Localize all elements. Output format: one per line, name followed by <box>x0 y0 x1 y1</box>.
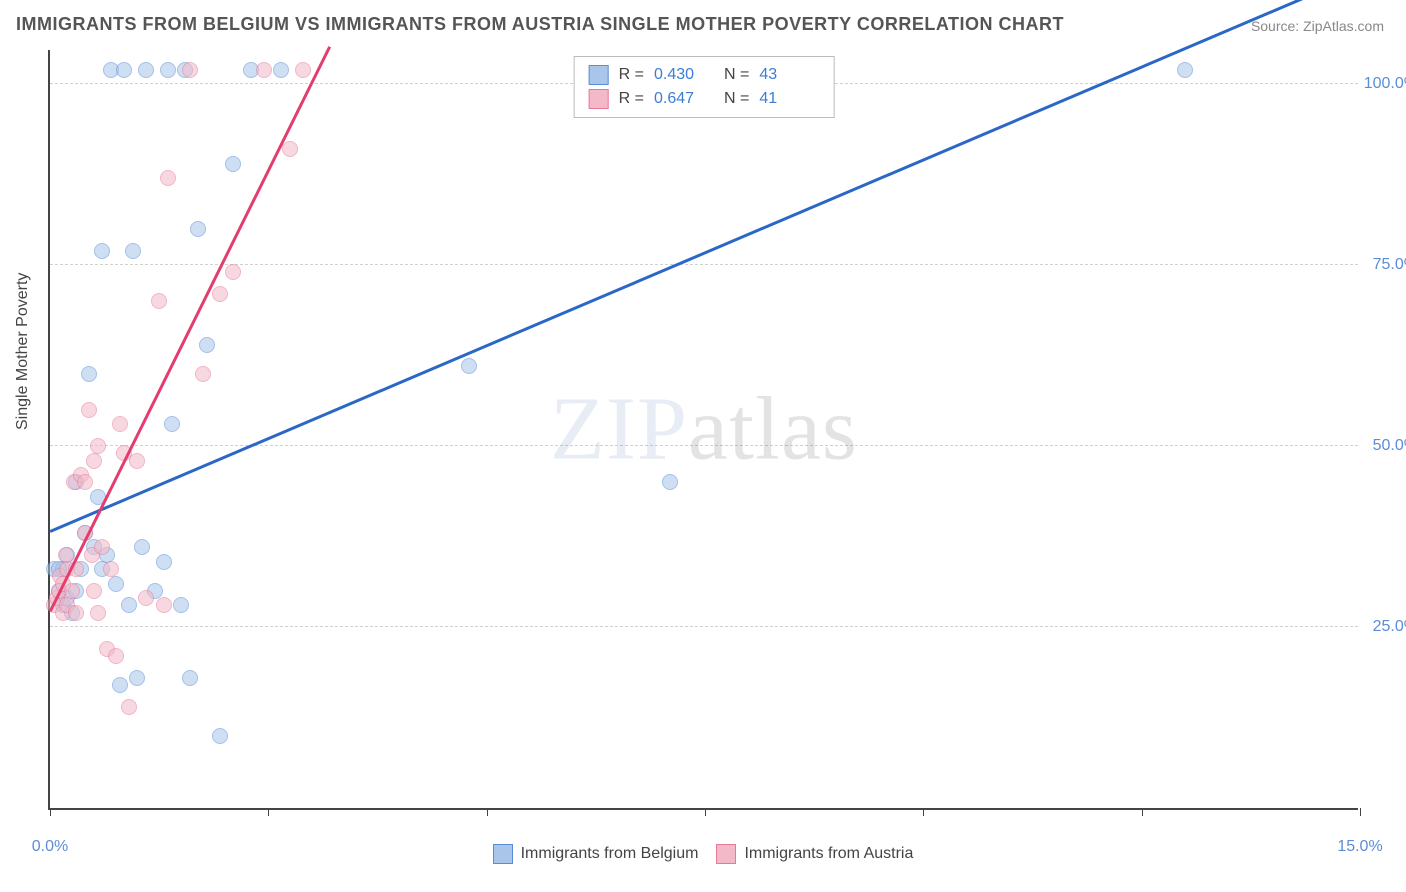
scatter-point <box>121 699 137 715</box>
scatter-point <box>108 576 124 592</box>
scatter-point <box>77 474 93 490</box>
scatter-point <box>129 453 145 469</box>
scatter-point <box>81 366 97 382</box>
n-value: 41 <box>759 90 819 108</box>
legend-label: Immigrants from Austria <box>744 845 913 863</box>
series-legend: Immigrants from Belgium Immigrants from A… <box>0 844 1406 864</box>
y-tick-label: 25.0% <box>1363 618 1406 636</box>
correlation-legend: R = 0.430 N = 43 R = 0.647 N = 41 <box>574 56 835 118</box>
legend-row: R = 0.647 N = 41 <box>589 87 820 111</box>
x-tick <box>705 808 706 816</box>
scatter-point <box>190 221 206 237</box>
x-tick <box>487 808 488 816</box>
scatter-point <box>212 728 228 744</box>
y-tick-label: 75.0% <box>1363 256 1406 274</box>
r-value: 0.430 <box>654 66 714 84</box>
x-tick <box>923 808 924 816</box>
r-value: 0.647 <box>654 90 714 108</box>
legend-swatch <box>493 844 513 864</box>
scatter-point <box>134 539 150 555</box>
scatter-point <box>112 416 128 432</box>
legend-swatch <box>589 89 609 109</box>
n-value: 43 <box>759 66 819 84</box>
scatter-point <box>138 62 154 78</box>
legend-item: Immigrants from Belgium <box>493 844 699 864</box>
scatter-point <box>212 286 228 302</box>
n-label: N = <box>724 90 749 108</box>
gridline <box>50 264 1358 265</box>
scatter-point <box>461 358 477 374</box>
scatter-point <box>225 264 241 280</box>
watermark-zip: ZIP <box>550 380 688 479</box>
scatter-point <box>199 337 215 353</box>
scatter-point <box>108 648 124 664</box>
scatter-point <box>295 62 311 78</box>
scatter-point <box>151 293 167 309</box>
chart-plot-area: ZIPatlas R =0.430N =43R =0.647N =41 25.0… <box>48 50 1358 810</box>
scatter-point <box>103 561 119 577</box>
r-label: R = <box>619 66 644 84</box>
scatter-point <box>182 670 198 686</box>
trend-line <box>49 46 331 612</box>
x-tick <box>268 808 269 816</box>
watermark: ZIPatlas <box>550 378 858 481</box>
scatter-point <box>138 590 154 606</box>
scatter-point <box>173 597 189 613</box>
scatter-point <box>160 170 176 186</box>
scatter-point <box>273 62 289 78</box>
scatter-point <box>112 677 128 693</box>
scatter-point <box>94 539 110 555</box>
scatter-point <box>90 438 106 454</box>
scatter-point <box>86 583 102 599</box>
scatter-point <box>1177 62 1193 78</box>
scatter-point <box>156 554 172 570</box>
scatter-point <box>164 416 180 432</box>
scatter-point <box>81 402 97 418</box>
scatter-point <box>195 366 211 382</box>
scatter-point <box>94 243 110 259</box>
legend-item: Immigrants from Austria <box>716 844 913 864</box>
scatter-point <box>182 62 198 78</box>
scatter-point <box>282 141 298 157</box>
y-axis-label: Single Mother Poverty <box>14 273 32 430</box>
r-label: R = <box>619 90 644 108</box>
x-tick <box>1360 808 1361 816</box>
scatter-point <box>225 156 241 172</box>
gridline <box>50 626 1358 627</box>
x-tick <box>1142 808 1143 816</box>
scatter-point <box>116 62 132 78</box>
scatter-point <box>121 597 137 613</box>
source-label: Source: ZipAtlas.com <box>1251 18 1384 34</box>
watermark-atlas: atlas <box>688 380 858 479</box>
scatter-point <box>662 474 678 490</box>
scatter-point <box>68 605 84 621</box>
chart-title: IMMIGRANTS FROM BELGIUM VS IMMIGRANTS FR… <box>16 14 1064 35</box>
legend-swatch <box>716 844 736 864</box>
scatter-point <box>160 62 176 78</box>
legend-row: R = 0.430 N = 43 <box>589 63 820 87</box>
scatter-point <box>86 453 102 469</box>
scatter-point <box>125 243 141 259</box>
x-tick <box>50 808 51 816</box>
scatter-point <box>129 670 145 686</box>
scatter-point <box>64 583 80 599</box>
legend-label: Immigrants from Belgium <box>521 845 699 863</box>
n-label: N = <box>724 66 749 84</box>
scatter-point <box>156 597 172 613</box>
y-tick-label: 50.0% <box>1363 437 1406 455</box>
scatter-point <box>256 62 272 78</box>
y-tick-label: 100.0% <box>1363 75 1406 93</box>
legend-swatch <box>589 65 609 85</box>
scatter-point <box>90 605 106 621</box>
